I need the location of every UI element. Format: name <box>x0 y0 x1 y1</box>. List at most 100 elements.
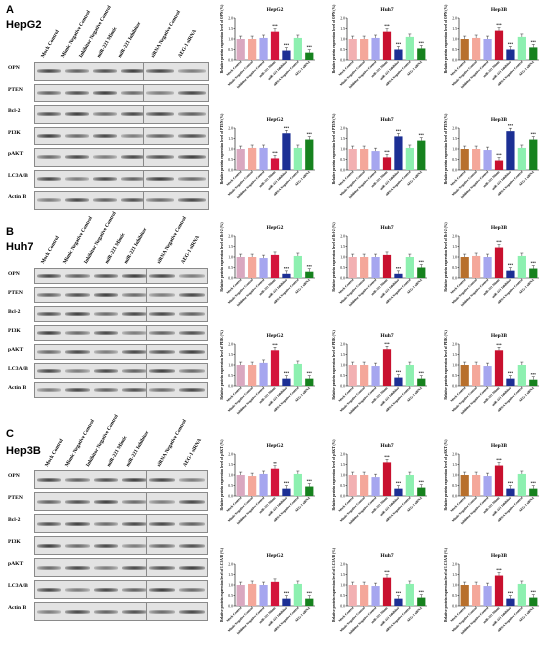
protein-label: pAKT <box>8 561 24 567</box>
protein-band <box>37 90 61 95</box>
blot-strip <box>146 287 208 303</box>
protein-band <box>149 521 175 526</box>
y-tick-label: 1.0 <box>452 583 457 587</box>
cell-line-label-hep3b: Hep3B <box>6 445 41 457</box>
y-tick-label: 1.0 <box>228 363 233 367</box>
bar <box>517 147 526 170</box>
protein-band <box>146 133 174 138</box>
y-axis-label: Relative protein expression level of PTE… <box>332 113 336 185</box>
y-tick-label: 1.5 <box>228 353 233 357</box>
protein-label: LC3A/B <box>8 172 28 179</box>
y-tick-label: 1.0 <box>340 473 345 477</box>
protein-band <box>37 331 62 335</box>
bar <box>282 598 291 606</box>
protein-band <box>121 90 145 95</box>
protein-band <box>179 312 205 316</box>
bar <box>506 270 515 278</box>
bar <box>382 349 392 386</box>
bar <box>483 257 492 278</box>
protein-band <box>146 90 174 95</box>
protein-band <box>37 521 62 526</box>
y-tick-label: 1.5 <box>340 137 345 141</box>
protein-label: PI3K <box>8 539 21 545</box>
y-tick-label: 1.5 <box>340 245 345 249</box>
significance-mark: *** <box>396 482 402 486</box>
protein-band <box>146 198 174 203</box>
significance-mark: *** <box>284 126 290 130</box>
protein-band <box>93 521 119 526</box>
y-tick-label: 0.5 <box>228 266 233 270</box>
bar <box>460 365 469 386</box>
bar-chart: HepG2 Relative protein expression level o… <box>220 439 315 525</box>
bar-chart: Huh7 Relative protein expression level of… <box>332 222 427 307</box>
significance-mark: *** <box>272 25 278 29</box>
bar <box>282 50 291 60</box>
protein-band <box>122 274 147 278</box>
y-tick-label: 0.0 <box>228 494 233 498</box>
bar <box>248 147 257 170</box>
protein-label: Actin B <box>8 194 27 200</box>
y-tick-label: 1.5 <box>452 27 457 31</box>
protein-label: PTEN <box>8 290 23 296</box>
protein-band <box>93 198 117 203</box>
bar <box>236 365 245 386</box>
blot-strip <box>146 363 208 379</box>
y-tick-label: 2.0 <box>228 234 233 238</box>
protein-band <box>122 499 147 504</box>
protein-band <box>179 388 205 392</box>
chart-title: HepG2 <box>267 117 284 123</box>
y-tick-label: 2.0 <box>452 16 457 20</box>
bar <box>382 254 392 278</box>
y-tick-label: 1.0 <box>340 255 345 259</box>
panel-letter-b: B <box>6 226 14 238</box>
bar <box>483 366 492 386</box>
chart-title: Huh7 <box>380 7 393 13</box>
y-tick-label: 2.0 <box>452 562 457 566</box>
protein-band <box>65 609 90 614</box>
y-tick-label: 0.0 <box>452 168 457 172</box>
bar <box>293 583 302 606</box>
bar <box>360 365 369 386</box>
lane-label: miR-221 Inhibitor <box>125 429 151 468</box>
lane-label: miR-221 Inhibitor <box>117 20 143 59</box>
bar <box>305 486 314 496</box>
protein-band <box>179 293 205 297</box>
significance-mark: *** <box>284 44 290 48</box>
protein-band <box>178 133 206 138</box>
y-tick-label: 0.5 <box>228 158 233 162</box>
protein-band <box>146 69 174 74</box>
protein-band <box>178 112 206 117</box>
chart-title: Hep3B <box>491 7 508 13</box>
y-axis-label: Relative protein expression level of LC3… <box>444 547 448 622</box>
significance-mark: *** <box>496 459 502 463</box>
bar <box>282 273 291 278</box>
y-tick-label: 2.0 <box>228 126 233 130</box>
bar <box>417 140 426 170</box>
chart-title: Hep3B <box>491 225 508 231</box>
bar <box>517 473 526 496</box>
bar <box>506 598 515 606</box>
bar <box>529 488 538 496</box>
bar <box>529 268 538 278</box>
y-tick-label: 0.0 <box>340 276 345 280</box>
protein-band <box>37 565 62 570</box>
protein-label: Bcl-2 <box>8 517 21 523</box>
protein-band <box>122 565 147 570</box>
y-tick-label: 2.0 <box>228 452 233 456</box>
bar <box>529 597 538 606</box>
significance-mark: *** <box>384 455 390 459</box>
y-tick-label: 1.0 <box>452 473 457 477</box>
bar-chart: Hep3B Relative protein expression level o… <box>444 113 539 199</box>
significance-mark: ** <box>273 462 277 466</box>
significance-mark: *** <box>307 133 313 137</box>
protein-band <box>65 477 90 482</box>
protein-band <box>93 499 119 504</box>
protein-band <box>122 543 147 548</box>
bar <box>417 487 426 496</box>
blot-strip <box>34 536 178 555</box>
significance-mark: *** <box>508 264 514 268</box>
protein-band <box>93 155 117 160</box>
y-tick-label: 0.5 <box>452 484 457 488</box>
bar <box>382 31 392 60</box>
bar <box>494 160 504 170</box>
